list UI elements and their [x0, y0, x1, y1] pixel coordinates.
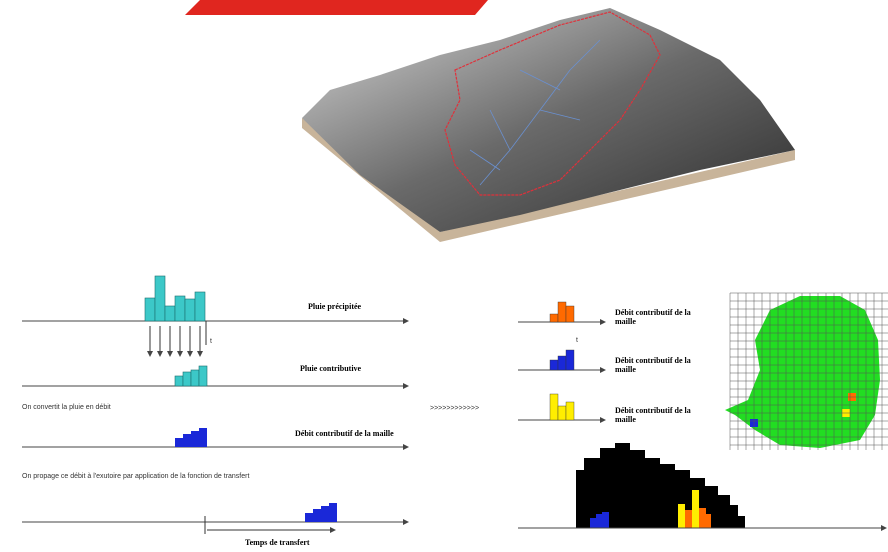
flow-bars — [175, 428, 207, 447]
transfer-label: Temps de transfert — [245, 538, 310, 547]
cell-label: maille — [615, 415, 636, 424]
cell-bar — [565, 349, 575, 371]
terrain — [302, 8, 795, 242]
grid — [725, 292, 888, 450]
cell-bar — [565, 305, 575, 323]
flow-label: Débit contributif de la maille — [295, 429, 394, 438]
separator: >>>>>>>>>>>> — [430, 405, 479, 412]
banner — [185, 0, 488, 15]
contrib-label: Pluie contributive — [300, 364, 362, 373]
hydrograph — [518, 443, 887, 531]
cell-bar — [565, 401, 575, 421]
cell-bar — [557, 405, 567, 421]
flow-bars-shifted — [305, 503, 337, 522]
contrib-bars — [174, 365, 208, 387]
cell-bar — [549, 393, 559, 421]
propagate-note: On propage ce débit à l'exutoire par app… — [22, 473, 249, 480]
cell-label: Débit contributif de la — [615, 356, 691, 365]
rain-label: Pluie précipitée — [308, 302, 362, 311]
cell-label: maille — [615, 365, 636, 374]
cell-label: maille — [615, 317, 636, 326]
cell-bar — [557, 355, 567, 371]
cell-label: Débit contributif de la — [615, 406, 691, 415]
cell-bar — [549, 359, 559, 371]
cell-bar — [557, 301, 567, 323]
time-label: t — [210, 338, 212, 345]
arrows — [147, 326, 203, 357]
cell-bar — [549, 313, 559, 323]
rain-bars — [144, 275, 206, 322]
cell-label: Débit contributif de la — [615, 308, 691, 317]
convert-note: On convertit la pluie en débit — [22, 404, 111, 411]
right-time-label: t — [576, 337, 578, 344]
